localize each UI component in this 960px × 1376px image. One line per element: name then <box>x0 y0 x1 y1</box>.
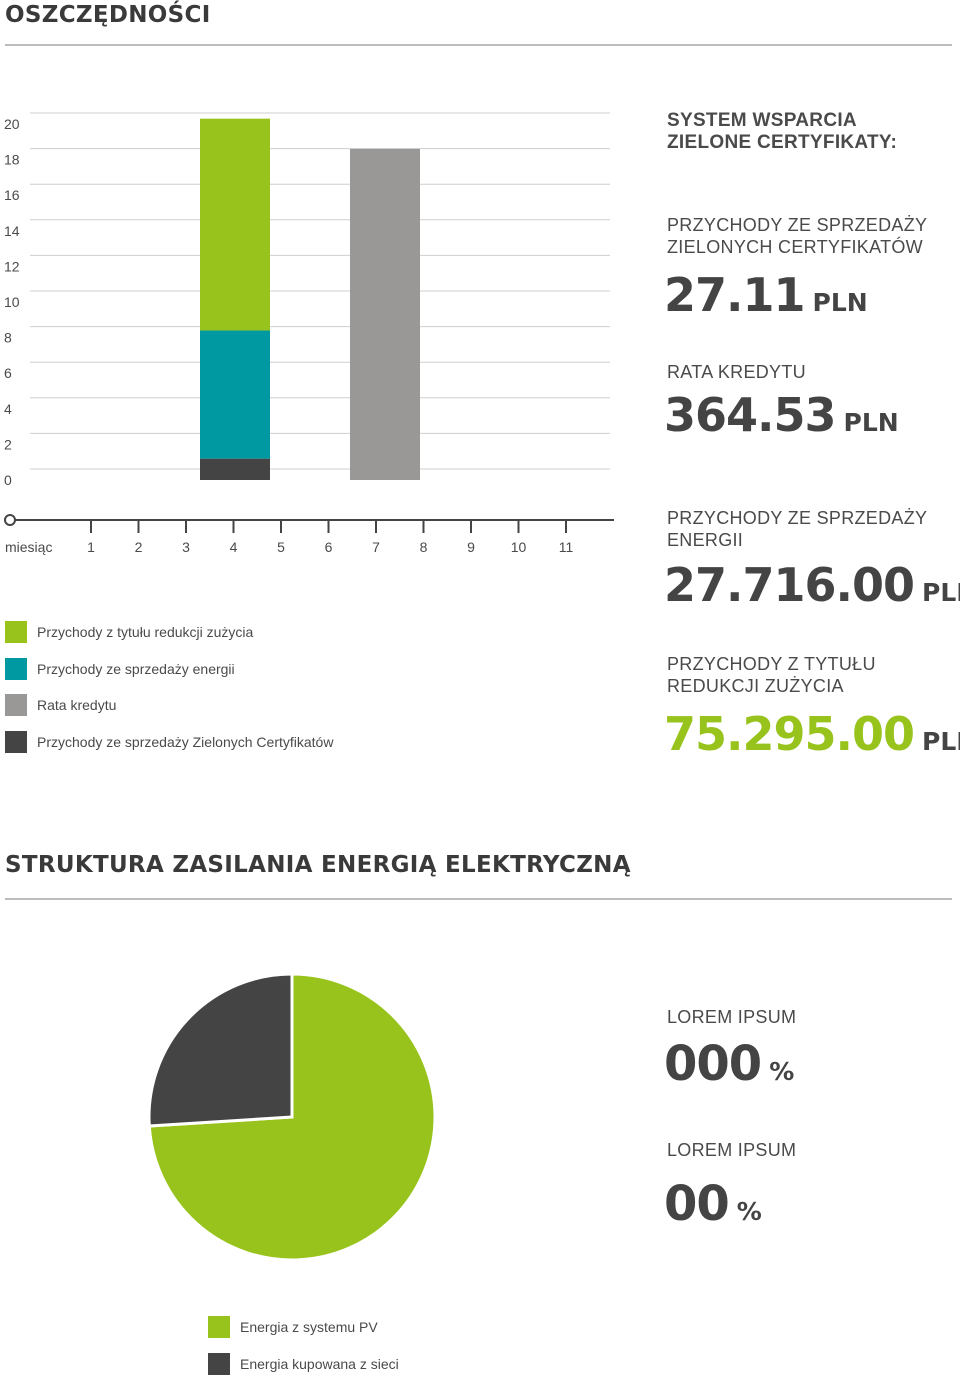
timeline-tick-label: 9 <box>467 539 475 555</box>
timeline-tick-label: 6 <box>325 539 333 555</box>
reduction-value: 75.295.00PLN <box>664 707 960 761</box>
section-title-savings: OSZCZĘDNOŚCI <box>5 2 211 28</box>
y-tick-label: 12 <box>4 258 20 274</box>
y-tick-label: 20 <box>4 116 20 132</box>
energy-sales-currency: PLN <box>922 578 960 607</box>
timeline-tick-label: 8 <box>420 539 428 555</box>
energy-sales-value: 27.716.00PLN <box>664 558 960 612</box>
legend-item: Przychody ze sprzedaży Zielonych Certyfi… <box>5 731 334 754</box>
legend-item: Przychody ze sprzedaży energii <box>5 657 235 680</box>
green-cert-label-line1: PRZYCHODY ZE SPRZEDAŻY <box>667 215 928 235</box>
legend-swatch <box>5 657 27 680</box>
y-tick-label: 0 <box>4 472 12 488</box>
loan-amount: 364.53 <box>664 388 837 442</box>
section-title-structure: STRUKTURA ZASILANIA ENERGIĄ ELEKTRYCZNĄ <box>5 852 631 878</box>
y-tick-label: 8 <box>4 330 12 346</box>
timeline-tick-label: 4 <box>230 539 238 555</box>
bar-chart-bars <box>200 118 420 481</box>
pie-legend-item: Energia z systemu PV <box>208 1316 378 1338</box>
pie-legend-label: Energia kupowana z sieci <box>240 1356 399 1372</box>
pie-stat-unit-1: % <box>769 1057 795 1086</box>
support-system-heading: SYSTEM WSPARCIA ZIELONE CERTYFIKATY: <box>667 110 897 154</box>
pie-slice <box>147 972 294 1128</box>
y-tick-label: 18 <box>4 152 20 168</box>
timeline-label: miesiąc <box>5 539 52 555</box>
title-divider <box>5 44 952 46</box>
pie-chart <box>147 972 437 1262</box>
bar-segment <box>200 458 270 480</box>
pie-stat-label-2: LOREM IPSUM <box>667 1140 797 1160</box>
legend-label: Przychody z tytułu redukcji zużycia <box>37 624 254 640</box>
green-cert-value: 27.11 PLN <box>664 268 868 322</box>
structure-divider <box>5 898 952 900</box>
green-cert-currency: PLN <box>812 288 868 317</box>
legend-item: Przychody z tytułu redukcji zużycia <box>5 621 253 643</box>
y-tick-label: 14 <box>4 223 20 239</box>
green-cert-label: PRZYCHODY ZE SPRZEDAŻY ZIELONYCH CERTYFI… <box>667 214 927 258</box>
pie-stat-value-2: 00% <box>664 1176 762 1232</box>
timeline-tick-label: 3 <box>182 539 190 555</box>
reduction-label: PRZYCHODY Z TYTUŁU REDUKCJI ZUŻYCIA <box>667 653 876 697</box>
timeline-tick-label: 11 <box>559 539 574 555</box>
reduction-amount: 75.295.00 <box>664 707 915 761</box>
timeline-origin <box>4 514 16 526</box>
y-tick-label: 2 <box>4 436 12 452</box>
reduction-label-line1: PRZYCHODY Z TYTUŁU <box>667 654 876 674</box>
pie-stat-number-1: 000 <box>664 1036 762 1092</box>
y-tick-label: 6 <box>4 365 12 381</box>
pie-slices <box>147 972 437 1262</box>
pie-stat-unit-2: % <box>736 1197 762 1226</box>
legend-label: Przychody ze sprzedaży energii <box>37 660 235 677</box>
timeline-tick-label: 10 <box>511 539 527 555</box>
y-tick-label: 10 <box>4 294 20 310</box>
loan-value: 364.53 PLN <box>664 388 899 442</box>
legend-label: Rata kredytu <box>37 697 117 714</box>
loan-label: RATA KREDYTU <box>667 362 806 382</box>
energy-sales-amount: 27.716.00 <box>664 558 915 612</box>
support-heading-line2: ZIELONE CERTYFIKATY: <box>667 132 898 153</box>
timeline-tick-label: 5 <box>277 539 285 555</box>
timeline-tick-label: 1 <box>87 539 95 555</box>
pie-legend-item: Energia kupowana z sieci <box>208 1353 399 1375</box>
pie-stat-value-1: 000% <box>664 1036 794 1092</box>
timeline-tick-label: 7 <box>372 539 380 555</box>
legend-swatch <box>5 731 27 754</box>
legend-item: Rata kredytu <box>5 694 117 717</box>
timeline-tick-label: 2 <box>135 539 143 555</box>
green-cert-amount: 27.11 <box>664 268 806 322</box>
bar-segment <box>200 330 270 459</box>
energy-sales-label: PRZYCHODY ZE SPRZEDAŻY ENERGII <box>667 507 927 551</box>
support-heading-line1: SYSTEM WSPARCIA <box>667 110 857 131</box>
reduction-label-line2: REDUKCJI ZUŻYCIA <box>667 676 844 696</box>
loan-currency: PLN <box>843 408 899 437</box>
legend-label: Przychody ze sprzedaży Zielonych Certyfi… <box>37 734 334 751</box>
legend-swatch <box>5 621 27 643</box>
y-tick-label: 16 <box>4 187 20 203</box>
pie-legend-swatch <box>208 1316 230 1338</box>
pie-legend-label: Energia z systemu PV <box>240 1319 378 1335</box>
month-timeline: miesiąc 1 2 3 4 5 6 7 8 9 10 11 <box>4 514 614 555</box>
bar-segment <box>200 118 270 331</box>
legend-swatch <box>5 694 27 717</box>
bar-chart-grid <box>30 112 610 470</box>
reduction-currency: PLN <box>922 727 960 756</box>
pie-stat-label-1: LOREM IPSUM <box>667 1007 797 1027</box>
green-cert-label-line2: ZIELONYCH CERTYFIKATÓW <box>667 237 923 257</box>
pie-legend-swatch <box>208 1353 230 1375</box>
y-tick-label: 4 <box>4 401 12 417</box>
energy-sales-label-line1: PRZYCHODY ZE SPRZEDAŻY <box>667 508 928 528</box>
bar-chart-y-axis: 0 2 4 6 8 10 12 14 16 18 20 <box>4 116 20 488</box>
pie-stat-number-2: 00 <box>664 1176 730 1232</box>
bar-segment <box>350 148 420 481</box>
energy-sales-label-line2: ENERGII <box>667 530 744 550</box>
